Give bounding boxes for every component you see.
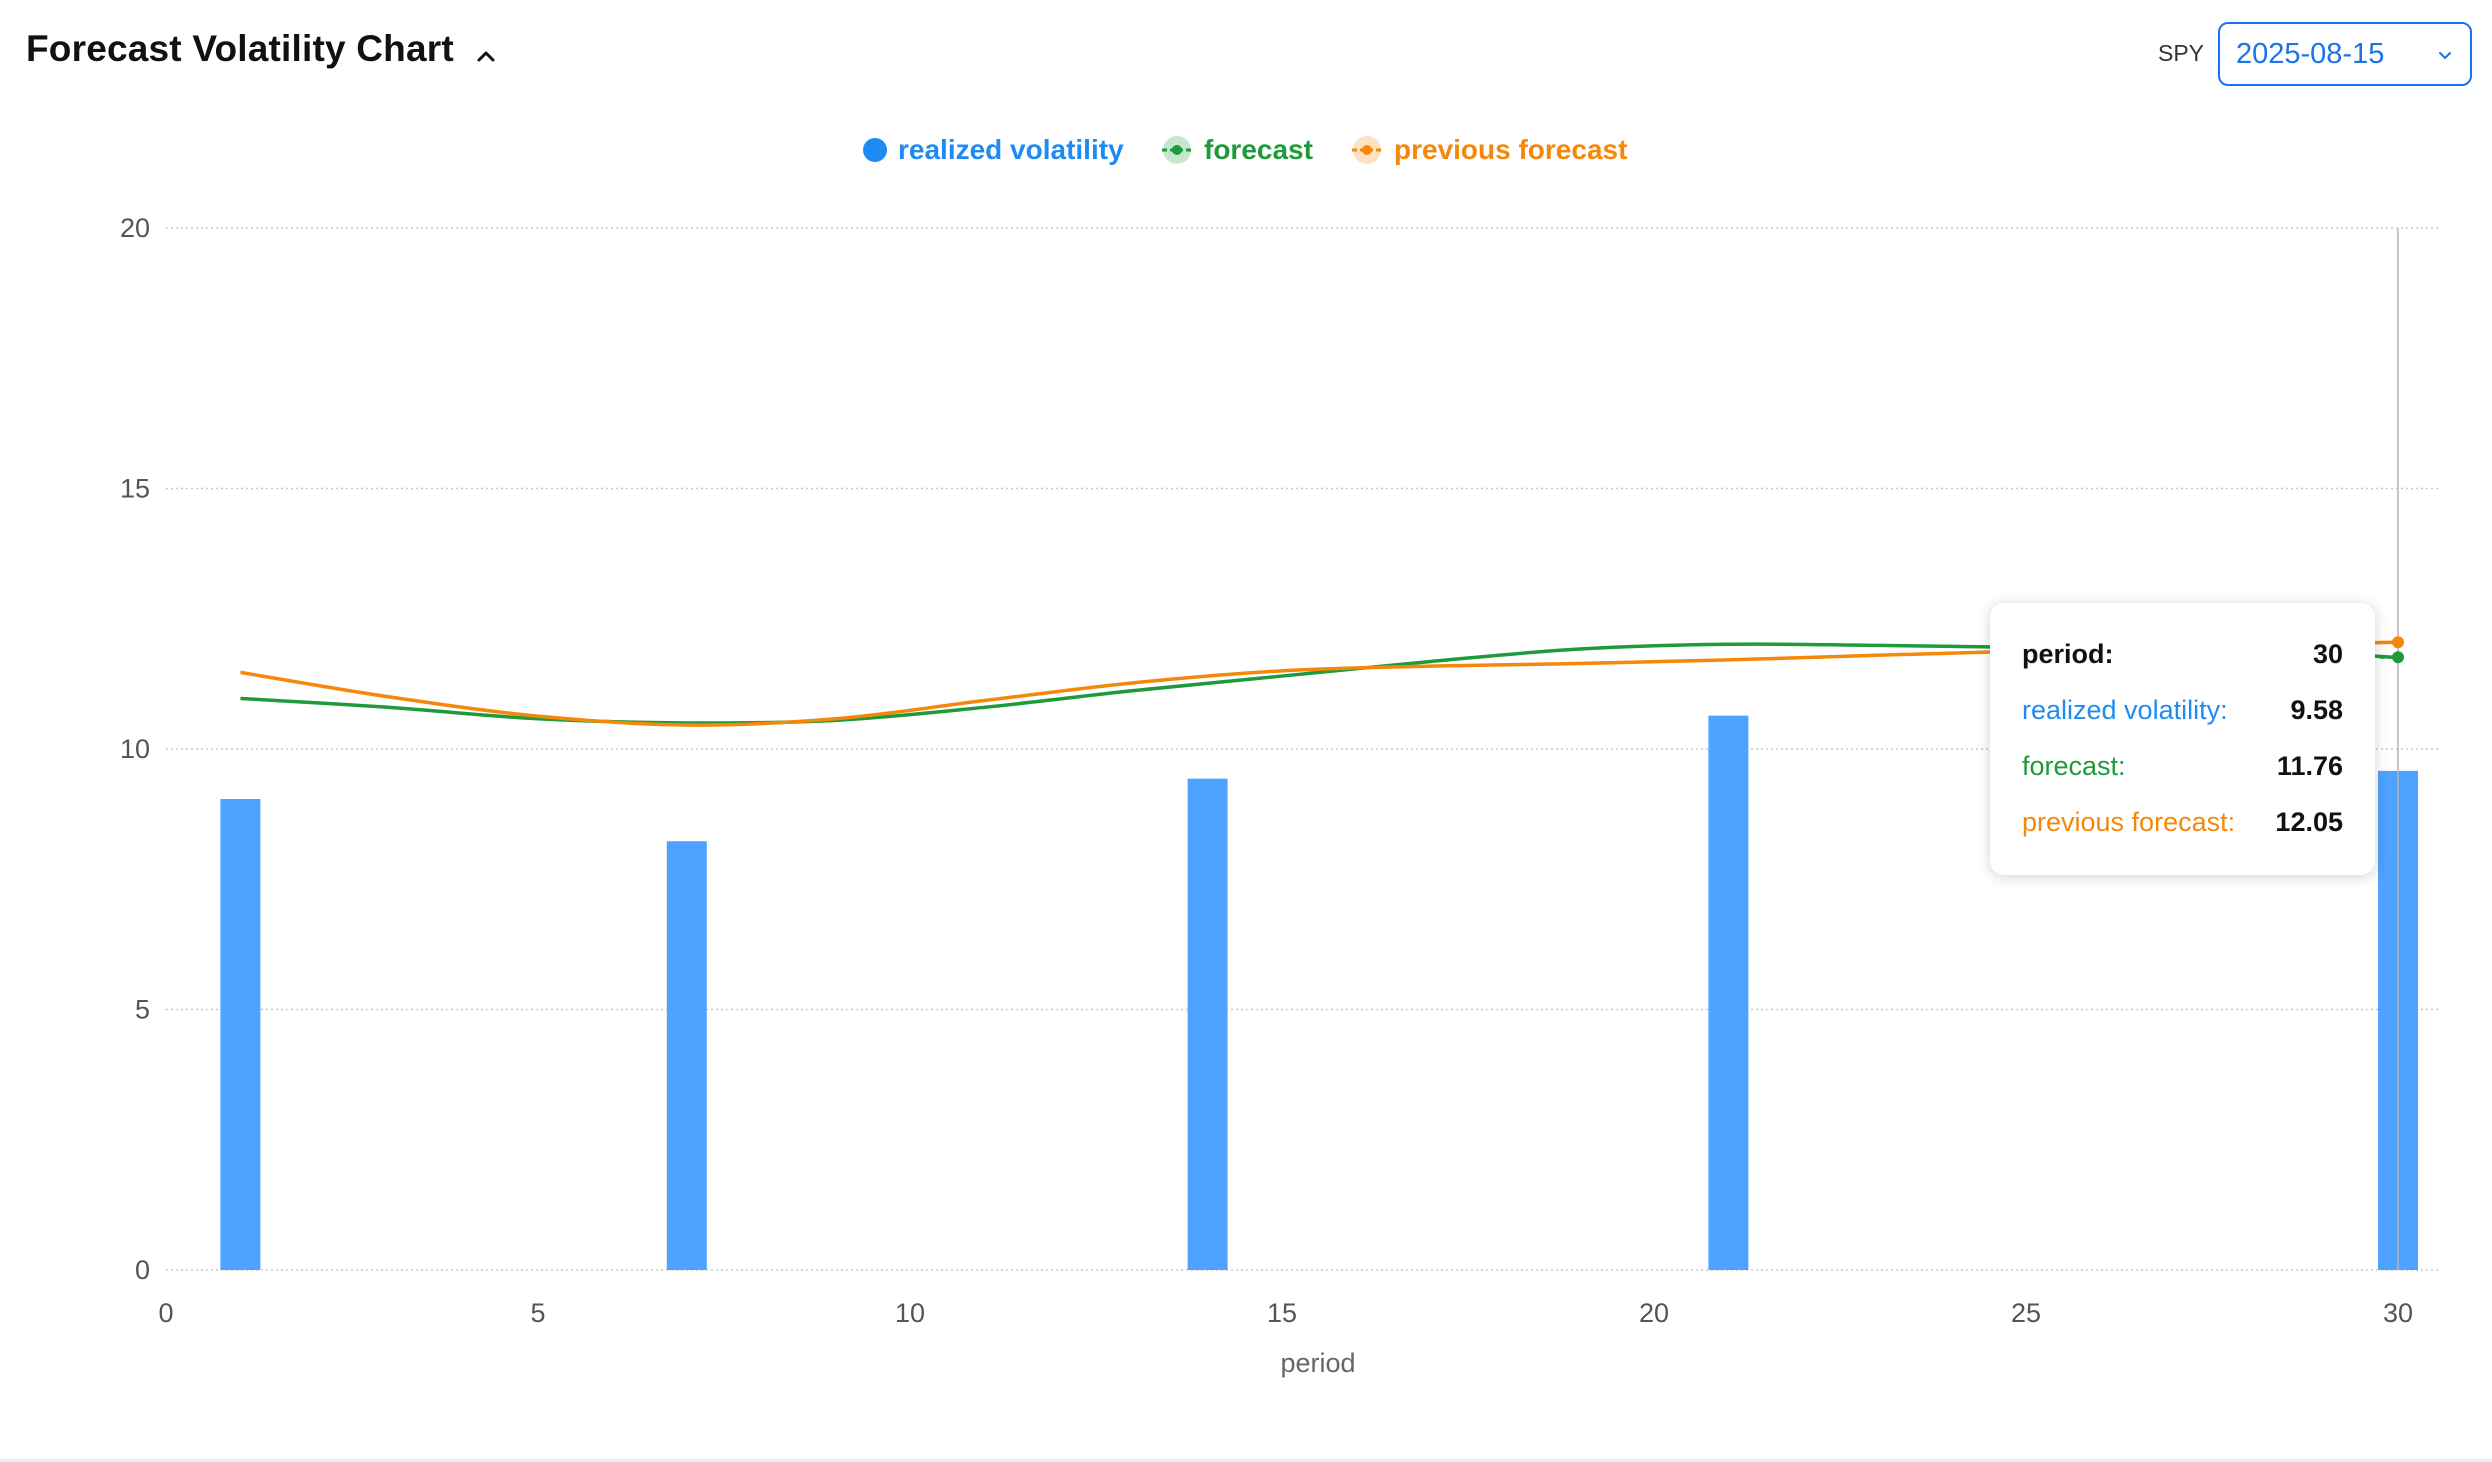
- tooltip-row-previous: previous forecast: 12.05: [2022, 807, 2343, 847]
- tooltip-row-period: period: 30: [2022, 639, 2343, 679]
- bar: [1708, 715, 1749, 1270]
- bar: [666, 841, 707, 1270]
- legend-label-forecast: forecast: [1204, 134, 1313, 165]
- tooltip-realized-value: 9.58: [2290, 695, 2343, 725]
- active-point: [2392, 636, 2404, 649]
- tooltip-previous-value: 12.05: [2275, 807, 2343, 837]
- date-select[interactable]: 2025-08-15: [2218, 22, 2472, 86]
- x-tick-label: 20: [1639, 1298, 1669, 1328]
- x-tick-label: 15: [1267, 1298, 1297, 1328]
- tooltip-realized-label: realized volatility:: [2022, 695, 2228, 725]
- ticker-label: SPY: [2158, 40, 2205, 66]
- legend-line-marker-icon: [1352, 136, 1382, 164]
- tooltip-row-realized: realized volatility: 9.58: [2022, 695, 2343, 735]
- tooltip-previous-label: previous forecast:: [2022, 807, 2236, 837]
- y-tick-label: 0: [135, 1255, 150, 1285]
- y-tick-label: 10: [120, 734, 150, 764]
- y-tick-label: 5: [135, 995, 150, 1025]
- legend-dot-icon: [863, 138, 887, 162]
- x-tick-label: 30: [2383, 1298, 2413, 1328]
- tooltip-period-label: period:: [2022, 639, 2114, 669]
- chevron-down-icon: [2439, 52, 2451, 59]
- chart-tooltip: period: 30 realized volatility: 9.58 for…: [1990, 603, 2375, 875]
- date-select-value: 2025-08-15: [2236, 38, 2385, 70]
- chevron-up-icon[interactable]: [468, 38, 504, 74]
- bar: [1187, 778, 1228, 1270]
- x-tick-label: 0: [158, 1298, 173, 1328]
- y-tick-label: 20: [120, 213, 150, 243]
- page-title: Forecast Volatility Chart: [26, 28, 454, 69]
- legend-label-realized: realized volatility: [898, 134, 1124, 165]
- x-tick-label: 10: [895, 1298, 925, 1328]
- y-tick-label: 15: [120, 474, 150, 504]
- x-tick-label: 5: [530, 1298, 545, 1328]
- legend-item-realized[interactable]: realized volatility: [862, 130, 1124, 170]
- bar: [220, 799, 261, 1270]
- tooltip-forecast-label: forecast:: [2022, 751, 2126, 781]
- legend-item-forecast[interactable]: forecast: [1160, 130, 1313, 170]
- tooltip-forecast-value: 11.76: [2276, 751, 2343, 781]
- tooltip-row-forecast: forecast: 11.76: [2022, 751, 2343, 791]
- chart-legend: realized volatility forecast previous fo…: [0, 130, 2492, 170]
- x-axis-title: period: [1280, 1348, 1355, 1378]
- legend-item-previous[interactable]: previous forecast: [1350, 130, 1627, 170]
- x-tick-label: 25: [2011, 1298, 2041, 1328]
- active-point: [2392, 651, 2404, 664]
- legend-line-marker-icon: [1162, 136, 1192, 164]
- legend-label-previous: previous forecast: [1394, 134, 1628, 165]
- tooltip-period-value: 30: [2312, 639, 2343, 669]
